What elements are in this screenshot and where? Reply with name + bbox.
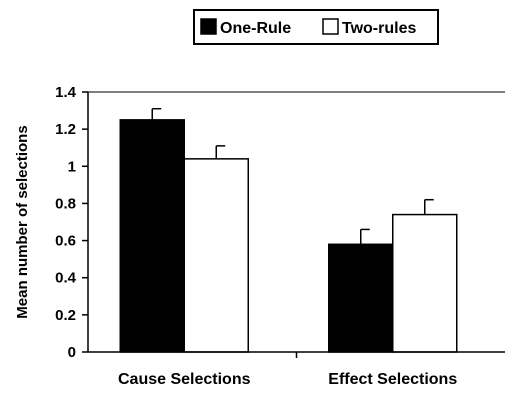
legend-label-two-rules: Two-rules (342, 20, 416, 37)
y-tick-label: 1.2 (55, 121, 76, 138)
legend-swatch-two-rules (322, 18, 339, 35)
y-tick-label: 0.6 (55, 233, 76, 250)
y-tick-label: 0.2 (55, 307, 76, 324)
y-tick-label: 0 (68, 344, 76, 361)
x-axis: Cause Selections Effect Selections (118, 352, 457, 388)
legend: One-Rule Two-rules (193, 9, 439, 45)
bar-one-rule (328, 243, 394, 353)
y-axis-title: Mean number of selections (14, 125, 31, 318)
x-category-label: Cause Selections (118, 371, 251, 388)
y-axis: 0 0.2 0.4 0.6 0.8 1 1.2 1.4 (55, 84, 88, 361)
y-tick-label: 1.4 (55, 84, 77, 101)
y-tick-label: 0.4 (55, 270, 77, 287)
y-tick-label: 1 (68, 158, 76, 175)
legend-box (193, 9, 439, 45)
y-tick-label: 0.8 (55, 195, 76, 212)
legend-swatch-one-rule (200, 18, 217, 35)
bar-one-rule (119, 119, 185, 353)
x-category-label: Effect Selections (328, 371, 457, 388)
bar-two-rules (392, 213, 458, 353)
bar-two-rules (183, 158, 249, 353)
bars (119, 107, 458, 353)
legend-label-one-rule: One-Rule (220, 20, 291, 37)
